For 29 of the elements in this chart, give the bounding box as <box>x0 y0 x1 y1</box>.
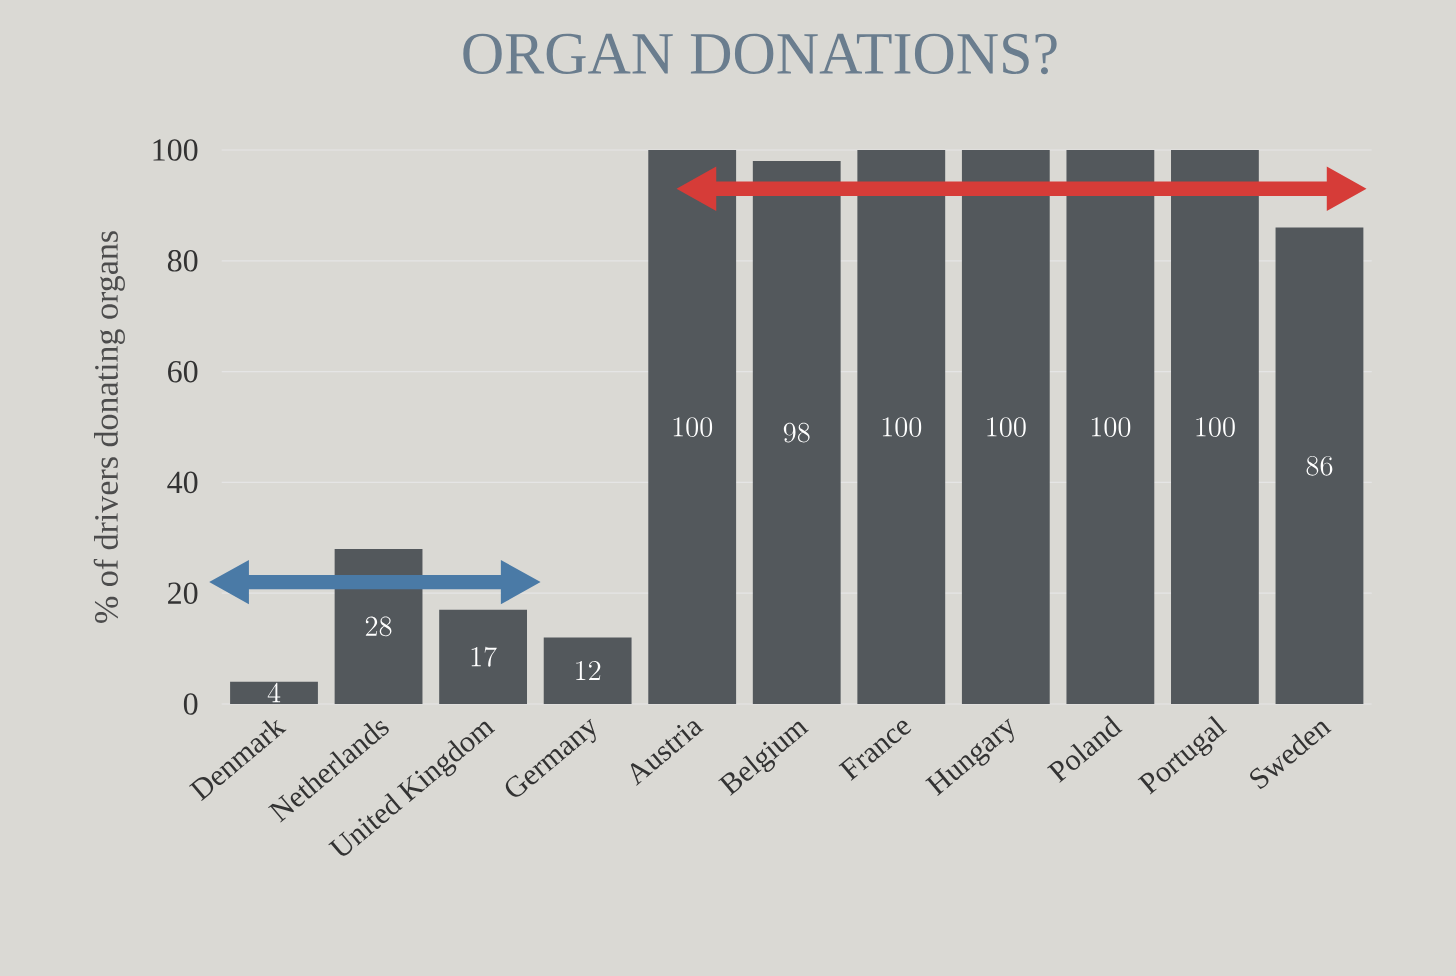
bar <box>439 609 528 704</box>
bar <box>1275 227 1364 704</box>
bar <box>543 637 632 704</box>
bar <box>752 161 841 704</box>
bar <box>1066 150 1155 704</box>
data-label: 17 <box>471 646 497 667</box>
data-label: 28 <box>365 616 392 637</box>
y-tick-label: 40 <box>167 471 198 494</box>
data-label: 86 <box>1306 455 1333 476</box>
data-label: 100 <box>1196 417 1235 437</box>
data-label: 100 <box>987 417 1026 437</box>
bar <box>230 681 318 704</box>
bar <box>648 150 737 704</box>
data-label: 12 <box>576 660 601 681</box>
data-label: 4 <box>267 682 281 703</box>
chart-title: ORGAN DONATIONS? <box>463 33 1057 75</box>
y-tick-label: 100 <box>153 139 198 161</box>
y-tick-label: 0 <box>183 693 198 715</box>
data-label: 100 <box>882 417 922 437</box>
data-label: 100 <box>1091 417 1131 437</box>
y-tick-label: 20 <box>168 582 198 604</box>
data-label: 98 <box>783 422 810 443</box>
y-tick-label: 80 <box>167 250 198 272</box>
y-tick-label: 60 <box>168 360 198 383</box>
bar <box>961 150 1050 704</box>
bar <box>1171 150 1259 704</box>
bar <box>857 150 946 704</box>
data-label: 100 <box>673 417 713 437</box>
y-axis-title: % of drivers donating organs <box>93 231 125 623</box>
